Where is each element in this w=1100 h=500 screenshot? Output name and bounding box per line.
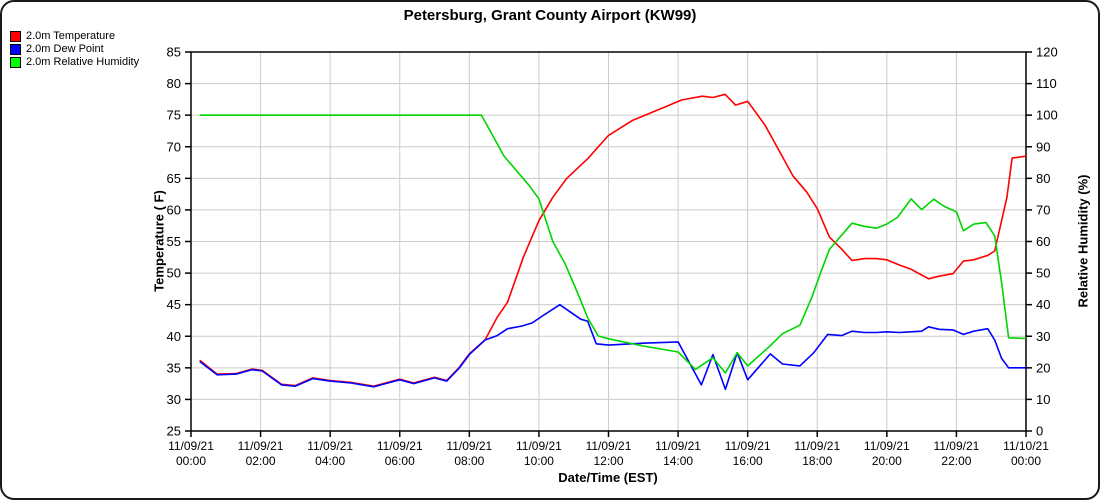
- x-tick-time-label: 00:00: [176, 454, 206, 468]
- y-left-tick-label: 45: [167, 297, 181, 312]
- legend: 2.0m Temperature 2.0m Dew Point 2.0m Rel…: [10, 30, 139, 69]
- x-tick-time-label: 10:00: [524, 454, 554, 468]
- y-left-tick-label: 55: [167, 234, 181, 249]
- legend-label-temperature: 2.0m Temperature: [26, 30, 116, 42]
- y-right-tick-label: 60: [1036, 234, 1050, 249]
- y-left-tick-label: 75: [167, 108, 181, 123]
- y-left-tick-label: 80: [167, 76, 181, 91]
- y-right-tick-label: 0: [1036, 424, 1043, 439]
- legend-label-relative-humidity: 2.0m Relative Humidity: [26, 56, 140, 68]
- x-tick-time-label: 20:00: [872, 454, 902, 468]
- y-right-tick-label: 80: [1036, 171, 1050, 186]
- x-tick-date-label: 11/09/21: [307, 439, 353, 453]
- x-tick-time-label: 12:00: [593, 454, 623, 468]
- 2-0m-relative-humidity-line: [199, 114, 1027, 374]
- dew-point-swatch-icon: [10, 44, 21, 55]
- x-tick-date-label: 11/09/21: [864, 439, 910, 453]
- x-tick-date-label: 11/09/21: [377, 439, 423, 453]
- chart-title: Petersburg, Grant County Airport (KW99): [403, 7, 697, 24]
- x-tick-time-label: 02:00: [246, 454, 276, 468]
- y-left-tick-label: 30: [167, 392, 181, 407]
- y-left-tick-label: 35: [167, 360, 181, 375]
- x-tick-date-label: 11/09/21: [725, 439, 771, 453]
- y-right-tick-label: 10: [1036, 392, 1050, 407]
- x-tick-time-label: 22:00: [941, 454, 971, 468]
- x-tick-time-label: 06:00: [385, 454, 415, 468]
- y-right-tick-label: 20: [1036, 360, 1050, 375]
- x-tick-date-label: 11/09/21: [934, 439, 980, 453]
- temperature-swatch-icon: [10, 31, 21, 42]
- legend-item-dew-point: 2.0m Dew Point: [10, 43, 139, 56]
- x-tick-date-label: 11/09/21: [168, 439, 214, 453]
- legend-item-relative-humidity: 2.0m Relative Humidity: [10, 56, 139, 69]
- legend-item-temperature: 2.0m Temperature: [10, 30, 139, 43]
- y-right-tick-label: 40: [1036, 297, 1050, 312]
- x-tick-date-label: 11/09/21: [238, 439, 284, 453]
- y-right-tick-label: 120: [1036, 45, 1058, 60]
- 2-0m-temperature-line: [199, 93, 1027, 388]
- y-right-tick-label: 100: [1036, 108, 1058, 123]
- x-axis-title: Date/Time (EST): [558, 470, 658, 485]
- relative-humidity-swatch-icon: [10, 57, 21, 68]
- x-tick-date-label: 11/09/21: [516, 439, 562, 453]
- x-tick-time-label: 08:00: [454, 454, 484, 468]
- y-right-tick-label: 30: [1036, 329, 1050, 344]
- y-left-tick-label: 85: [167, 45, 181, 60]
- y-left-tick-label: 40: [167, 329, 181, 344]
- legend-label-dew-point: 2.0m Dew Point: [26, 43, 104, 55]
- x-tick-date-label: 11/09/21: [655, 439, 701, 453]
- x-tick-time-label: 00:00: [1011, 454, 1041, 468]
- y-left-tick-label: 65: [167, 171, 181, 186]
- y-left-tick-label: 50: [167, 266, 181, 281]
- y-right-tick-label: 90: [1036, 139, 1050, 154]
- x-tick-time-label: 04:00: [315, 454, 345, 468]
- 2-0m-dew-point-line: [199, 303, 1026, 391]
- y-right-tick-label: 50: [1036, 266, 1050, 281]
- x-tick-time-label: 14:00: [663, 454, 693, 468]
- x-tick-time-label: 18:00: [802, 454, 832, 468]
- y-left-tick-label: 60: [167, 202, 181, 217]
- y-right-tick-label: 110: [1036, 76, 1057, 91]
- y-left-tick-label: 70: [167, 139, 181, 154]
- x-tick-date-label: 11/09/21: [446, 439, 492, 453]
- y-left-tick-label: 25: [167, 424, 181, 439]
- x-tick-time-label: 16:00: [733, 454, 763, 468]
- y-right-tick-label: 70: [1036, 202, 1050, 217]
- x-tick-date-label: 11/09/21: [586, 439, 632, 453]
- x-tick-date-label: 11/09/21: [794, 439, 840, 453]
- x-tick-date-label: 11/10/21: [1003, 439, 1049, 453]
